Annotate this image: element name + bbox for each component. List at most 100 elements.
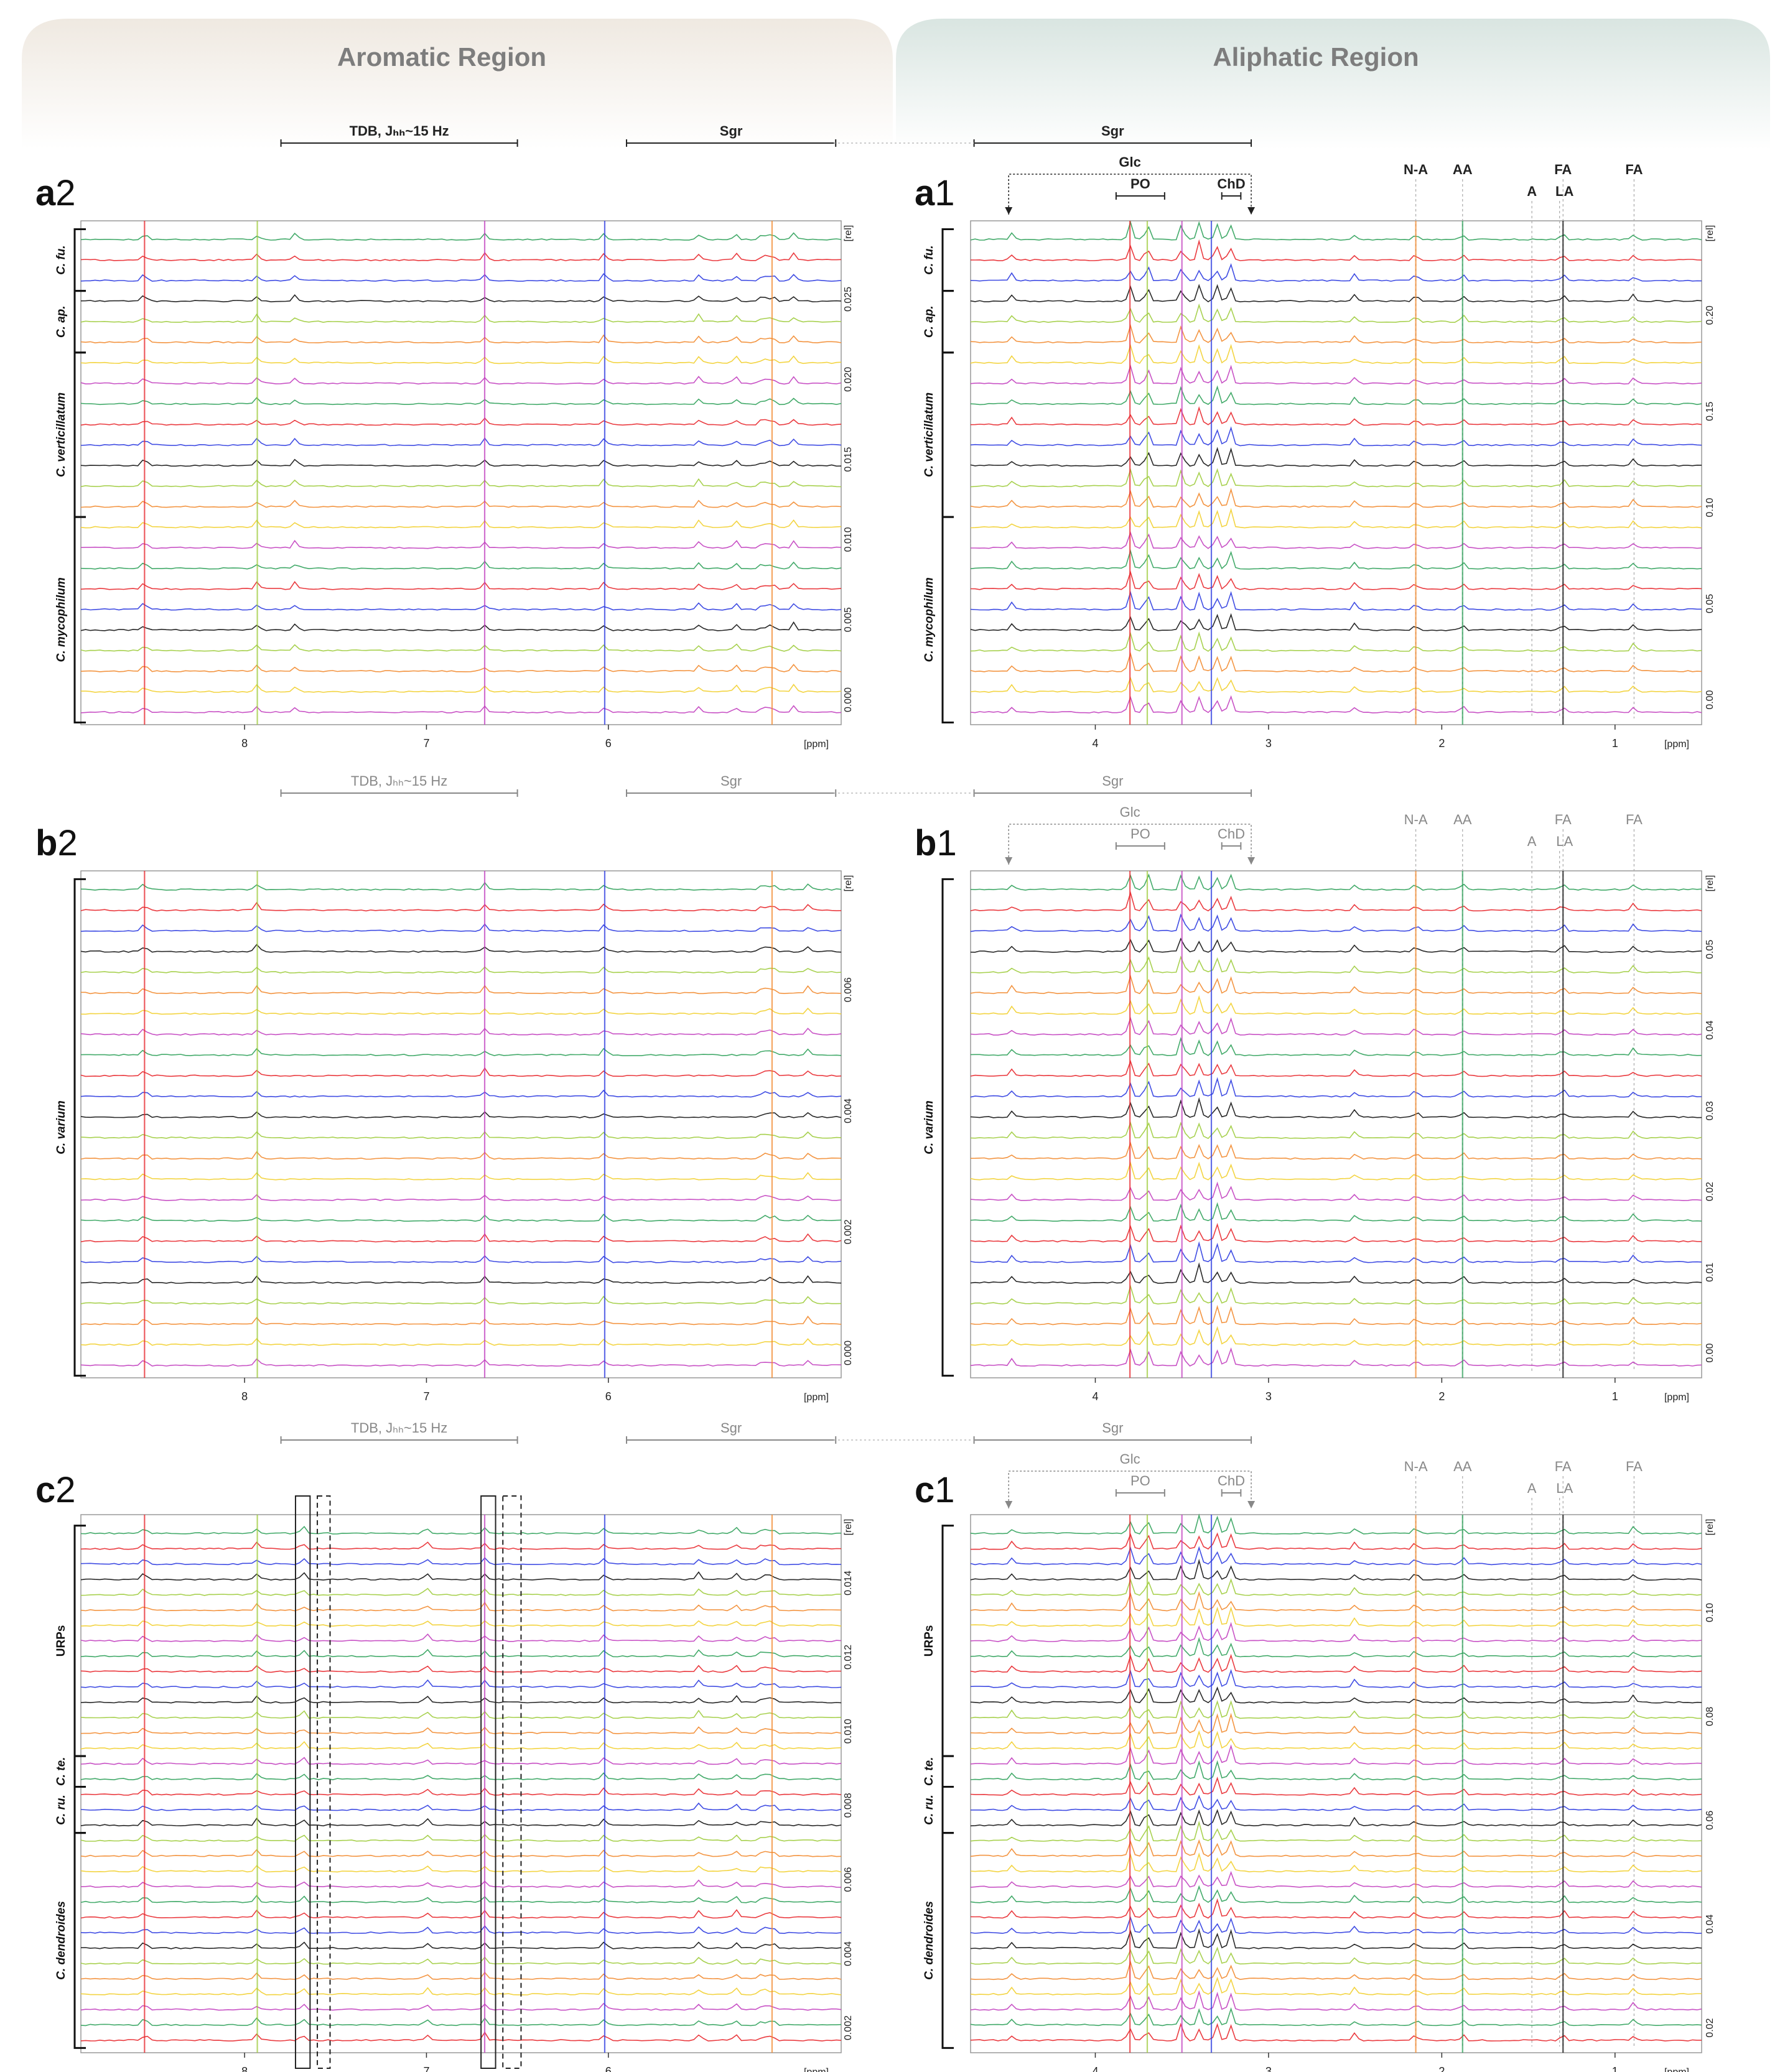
spectrum-trace	[970, 1776, 1702, 1796]
spectrum-trace	[970, 468, 1702, 488]
spectrum-trace	[970, 1532, 1702, 1550]
spectrum-trace	[970, 1347, 1702, 1367]
spectrum-trace	[80, 2017, 842, 2027]
spectrum-trace	[81, 985, 842, 995]
marker-n-a: N-A	[1404, 812, 1428, 827]
y-unit-label: [rel]	[843, 1519, 854, 1536]
spectrum-trace	[80, 1541, 842, 1550]
plot-frame	[970, 870, 1702, 1378]
glc-bracket	[1008, 1470, 1252, 1508]
spectrum-trace	[80, 602, 842, 611]
y-tick-label: 0.014	[843, 1571, 854, 1596]
spectrum-trace	[80, 499, 842, 508]
y-tick-label: 0.04	[1705, 1914, 1715, 1933]
glc-arrow-right	[1247, 1501, 1256, 1508]
spectrum-trace	[80, 1067, 842, 1077]
spectrum-trace	[80, 1971, 842, 1981]
y-tick-label: 0.012	[843, 1645, 854, 1670]
group-label: C. ru.	[55, 1795, 68, 1825]
spectrum-trace	[970, 891, 1702, 912]
spectrum-trace	[970, 1606, 1702, 1627]
group-bracket	[941, 1755, 954, 1788]
group-label: C. fu.	[55, 245, 68, 275]
panel-letter-c1: c1	[915, 1470, 955, 1510]
po-label: PO	[1130, 1473, 1150, 1489]
spectrum-trace	[80, 664, 842, 672]
spectrum-trace	[970, 1059, 1702, 1077]
x-unit-label: [ppm]	[804, 1392, 829, 1403]
y-tick-label: 0.10	[1705, 498, 1715, 517]
glc-label: Glc	[1120, 804, 1140, 820]
spectrum-trace	[80, 1028, 842, 1036]
marker-aa: AA	[1453, 162, 1473, 177]
y-tick-label: 0.000	[843, 1340, 854, 1365]
tdb-label: TDB, Jₕₕ~15 Hz	[351, 773, 447, 789]
spectrum-trace	[80, 1909, 842, 1919]
x-tick-label: 8	[241, 1390, 248, 1403]
y-tick-label: 0.20	[1705, 305, 1715, 325]
group-bracket	[941, 1525, 954, 1757]
spectrum-trace	[970, 2022, 1702, 2042]
spectrum-trace	[80, 1151, 842, 1160]
spectrum-trace	[80, 560, 842, 570]
spectrum-trace	[970, 590, 1702, 611]
sgr-label: Sgr	[720, 773, 742, 789]
po-label: PO	[1130, 826, 1150, 842]
y-tick-label: 0.00	[1705, 1343, 1715, 1362]
aromatic-band	[22, 19, 893, 149]
spectrum-trace	[970, 1669, 1702, 1688]
spectrum-trace	[80, 966, 842, 973]
group-label: C. te.	[55, 1757, 68, 1786]
group-label: C. ru.	[923, 1795, 936, 1825]
po-label: PO	[1130, 176, 1150, 192]
y-tick-label: 0.015	[843, 447, 854, 472]
spectrum-trace	[970, 549, 1702, 570]
spectrum-trace	[970, 1637, 1702, 1658]
spectrum-trace	[80, 1925, 842, 1935]
group-bracket	[941, 1786, 954, 1834]
highlight-box	[480, 1495, 496, 2069]
panel-letter-b1: b1	[915, 823, 957, 863]
group-bracket	[73, 878, 86, 1377]
header-bands	[22, 19, 1770, 149]
spectrum-trace	[80, 355, 842, 365]
x-tick-label: 8	[241, 737, 248, 750]
panel-letter-a1: a1	[915, 173, 955, 213]
spectrum-trace	[970, 1760, 1702, 1781]
group-label: URPs	[55, 1625, 68, 1657]
spectrum-trace	[970, 1946, 1702, 1965]
spectrum-trace	[80, 1338, 842, 1346]
spectrum-trace	[80, 1987, 842, 1995]
highlight-box	[294, 1495, 311, 2069]
marker-aa: AA	[1453, 812, 1472, 827]
y-tick-label: 0.00	[1705, 690, 1715, 709]
spectrum-trace	[80, 1648, 842, 1658]
spectrum-trace	[80, 1571, 842, 1581]
group-bracket	[941, 878, 954, 1377]
spectrum-trace	[80, 1834, 842, 1842]
y-tick-label: 0.002	[843, 1219, 854, 1244]
spectrum-trace	[970, 651, 1702, 672]
x-tick-label: 1	[1612, 1390, 1618, 1403]
group-label: C. dendroides	[55, 1901, 68, 1980]
spectrum-trace	[80, 1358, 842, 1367]
spectrum-trace	[970, 426, 1702, 447]
spectrum-trace	[970, 1262, 1702, 1284]
group-bracket	[941, 516, 954, 724]
x-tick-label: 2	[1438, 737, 1445, 750]
y-tick-label: 0.006	[843, 977, 854, 1002]
spectrum-trace	[970, 1730, 1702, 1750]
spectrum-trace	[970, 1699, 1702, 1719]
y-tick-label: 0.005	[843, 607, 854, 632]
plot-frame	[970, 1514, 1702, 2053]
group-bracket	[941, 1832, 954, 2049]
spectrum-trace	[970, 2007, 1702, 2027]
sgr-label: Sgr	[720, 1420, 742, 1436]
spectrum-trace	[80, 1316, 842, 1326]
spectrum-trace	[970, 508, 1702, 529]
spectrum-trace	[80, 539, 842, 549]
marker-fa: FA	[1554, 162, 1572, 177]
y-unit-label: [rel]	[1705, 225, 1715, 242]
group-bracket	[73, 516, 86, 724]
